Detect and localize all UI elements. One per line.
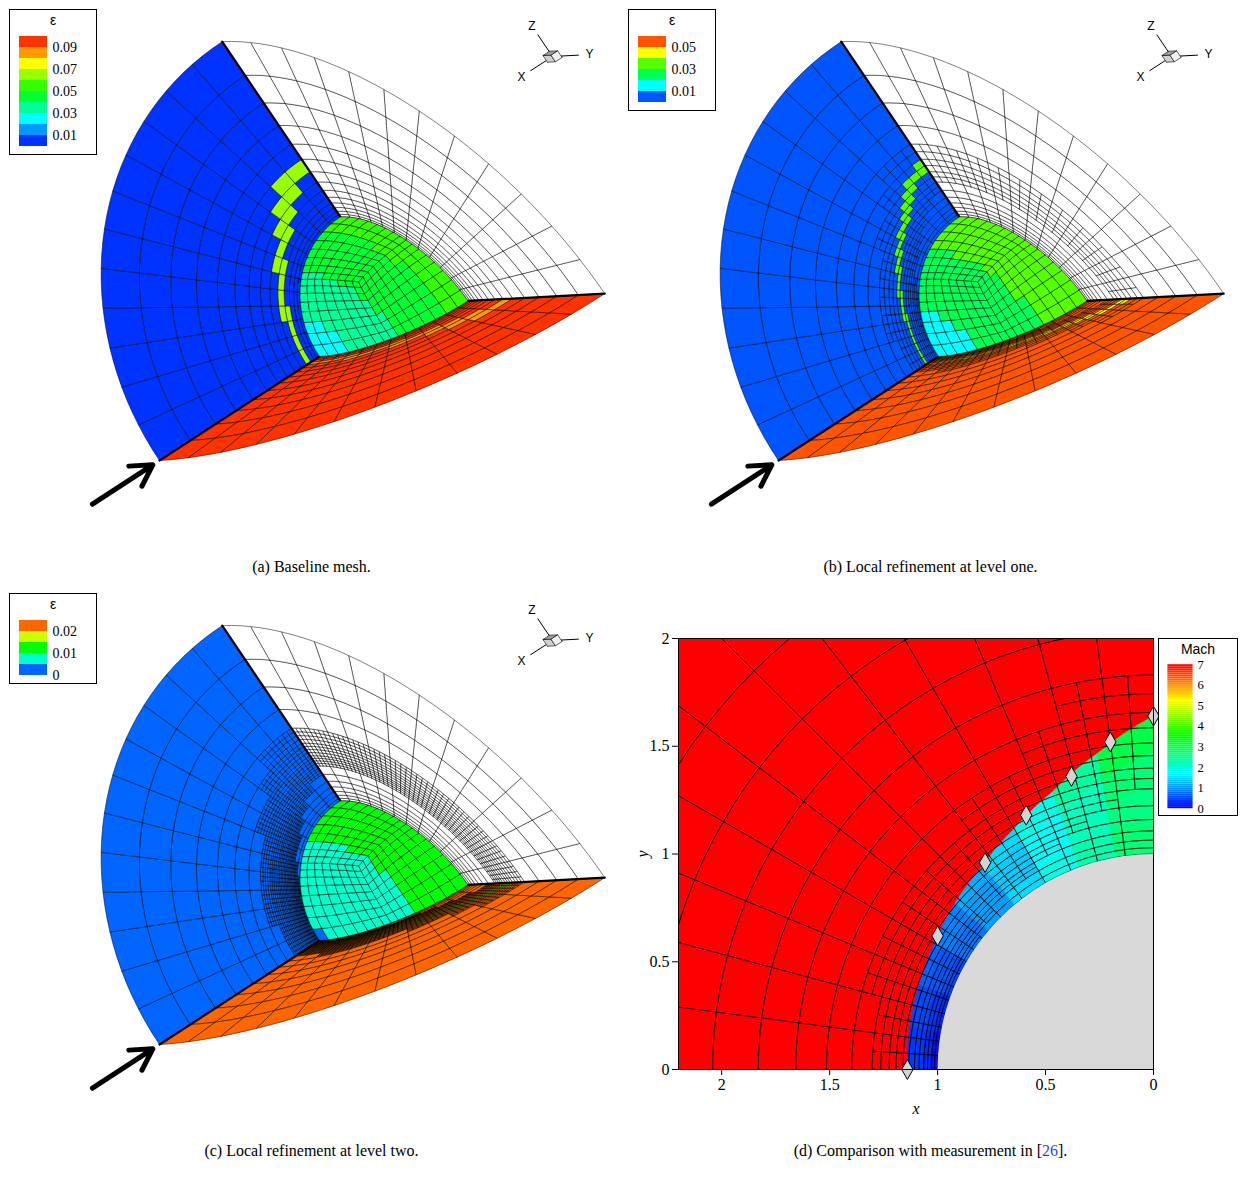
svg-text:1: 1 <box>662 845 670 862</box>
svg-text:6: 6 <box>1198 678 1204 692</box>
html-text:(a) Baseline mesh.: (a) Baseline mesh. <box>252 558 371 575</box>
svg-text:X: X <box>517 70 525 84</box>
svg-text:y: y <box>634 850 652 860</box>
svg-text:2: 2 <box>718 1076 726 1093</box>
html-text:ε: ε <box>668 12 676 28</box>
svg-text:Z: Z <box>1147 19 1154 33</box>
svg-text:0.07: 0.07 <box>53 62 78 77</box>
html-text:ε: ε <box>49 12 57 28</box>
svg-text:Y: Y <box>585 47 593 61</box>
svg-text:0.01: 0.01 <box>53 646 78 661</box>
svg-text:0.09: 0.09 <box>53 40 78 55</box>
svg-text:x: x <box>911 1100 919 1117</box>
svg-text:X: X <box>1136 70 1144 84</box>
svg-text:0: 0 <box>1198 802 1204 816</box>
svg-text:0.01: 0.01 <box>672 84 697 99</box>
svg-text:0.05: 0.05 <box>53 84 78 99</box>
svg-text:0.03: 0.03 <box>53 106 78 121</box>
svg-text:2: 2 <box>1198 761 1204 775</box>
svg-text:4: 4 <box>1198 719 1205 733</box>
svg-text:0.5: 0.5 <box>650 953 670 970</box>
svg-text:1: 1 <box>934 1076 942 1093</box>
svg-text:0: 0 <box>662 1061 670 1078</box>
svg-text:Y: Y <box>1204 47 1212 61</box>
svg-text:0: 0 <box>53 668 60 683</box>
svg-text:3: 3 <box>1198 740 1204 754</box>
html-text:(c) Local refinement at level: (c) Local refinement at level two. <box>204 1142 419 1159</box>
svg-text:2: 2 <box>662 630 670 647</box>
svg-text:Z: Z <box>528 603 535 617</box>
svg-text:1: 1 <box>1198 781 1204 795</box>
html-text:ε: ε <box>49 596 57 612</box>
svg-text:0: 0 <box>1150 1076 1158 1093</box>
svg-text:0.02: 0.02 <box>53 624 78 639</box>
html-text:(d) Comparison with measuremen: (d) Comparison with measurement in [26]. <box>793 1142 1068 1159</box>
svg-text:Z: Z <box>528 19 535 33</box>
svg-text:7: 7 <box>1198 658 1204 672</box>
svg-text:0.01: 0.01 <box>53 128 78 143</box>
svg-text:Y: Y <box>585 631 593 645</box>
svg-text:0.05: 0.05 <box>672 40 697 55</box>
svg-text:X: X <box>517 654 525 668</box>
svg-text:0.5: 0.5 <box>1036 1076 1056 1093</box>
svg-text:1.5: 1.5 <box>650 737 670 754</box>
html-text:(b) Local refinement at level: (b) Local refinement at level one. <box>823 558 1038 575</box>
svg-text:0.03: 0.03 <box>672 62 697 77</box>
svg-text:5: 5 <box>1198 699 1204 713</box>
svg-text:1.5: 1.5 <box>820 1076 840 1093</box>
html-text:Mach: Mach <box>1180 641 1216 657</box>
